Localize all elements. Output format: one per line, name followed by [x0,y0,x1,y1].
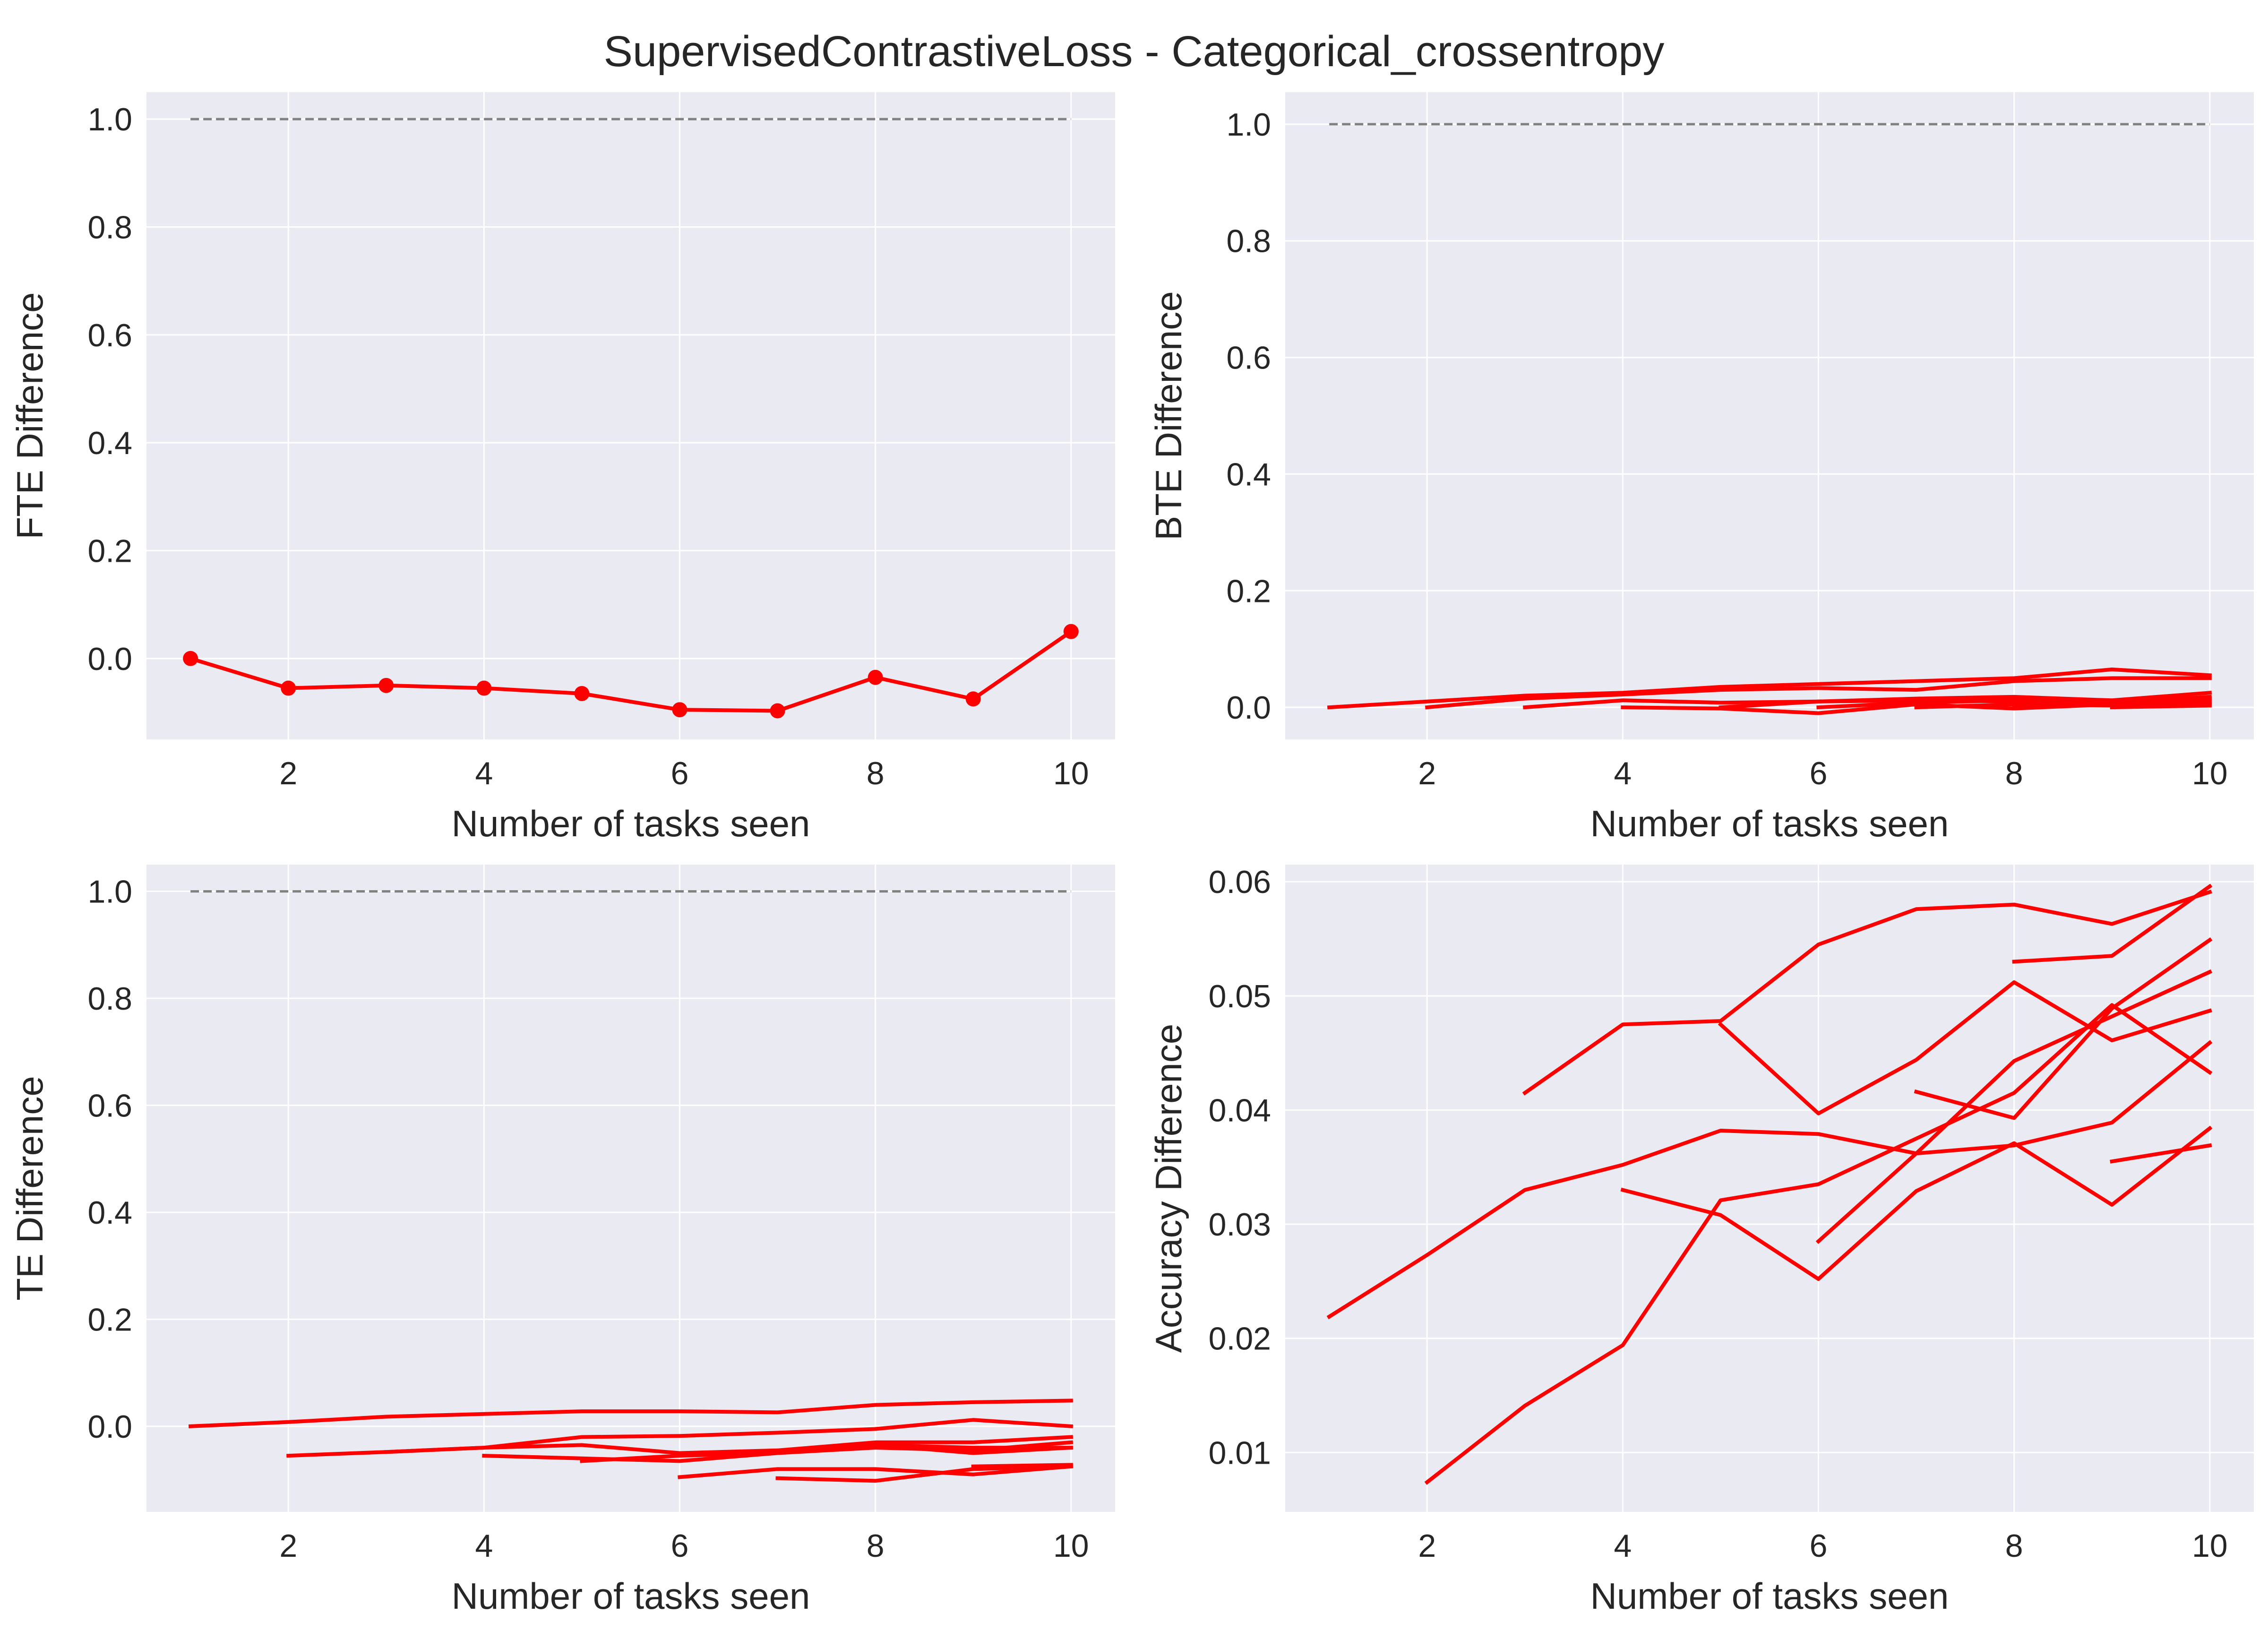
x-tick-label: 4 [1614,755,1632,791]
series-line-1 [1327,667,2212,710]
data-point [868,669,883,685]
data-point [1063,624,1079,639]
x-tick-label: 4 [475,1528,493,1564]
data-point [183,651,198,666]
series-line-4 [1620,1125,2213,1281]
x-tick-label: 4 [1614,1528,1632,1564]
subplot-bte-difference: 2 4 6 8 10 0.0 0.2 0.4 0.6 0.8 1.0 Number of tasks … [1148,92,2254,844]
y-tick-label: 0.4 [87,1195,132,1231]
y-tick-label: 0.6 [87,317,132,353]
x-tick-label: 2 [279,1528,297,1564]
y-axis-label: TE Difference [9,1076,51,1300]
y-tick-label: 0.6 [87,1088,132,1124]
series-line-1 [188,629,1074,713]
series-line-7 [1914,937,2213,1120]
y-tick-label: 0.0 [87,1409,132,1445]
series-line-9 [2110,1143,2212,1164]
x-tick-label: 10 [2192,1528,2228,1564]
series-line-1 [189,1398,1073,1428]
plot-area [1285,865,2254,1512]
data-point [281,680,296,696]
x-tick-label: 8 [867,755,885,791]
plot-area [146,865,1115,1512]
y-tick-label: 0.2 [1226,573,1271,609]
plot-area [146,92,1115,739]
data-point [672,702,687,718]
subplot-fte-difference: 2 4 6 8 10 0.0 0.2 0.4 0.6 0.8 1.0 Number of tasks … [9,92,1115,844]
y-tick-label: 0.01 [1209,1435,1271,1471]
y-tick-label: 0.06 [1209,864,1271,900]
series-line-9 [971,1463,1073,1468]
y-tick-label: 0.04 [1209,1092,1271,1128]
data-point [378,678,394,693]
y-axis-label: BTE Difference [1148,291,1189,540]
series-line-8 [2012,884,2213,964]
x-axis-label: Number of tasks seen [452,1575,810,1617]
x-tick-label: 2 [1418,755,1436,791]
series-line-5 [580,1443,1073,1463]
y-tick-label: 0.0 [1226,690,1271,726]
x-tick-label: 4 [475,755,493,791]
x-tick-label: 8 [867,1528,885,1564]
x-tick-label: 6 [1810,755,1828,791]
x-tick-label: 10 [2192,755,2228,791]
data-point [770,703,785,719]
y-tick-label: 1.0 [1226,107,1271,143]
y-axis-label: Accuracy Difference [1148,1024,1189,1353]
figure-title: SupervisedContrastiveLoss - Categorical_… [604,27,1665,76]
series-line-3 [384,1435,1074,1455]
x-axis-label: Number of tasks seen [1590,803,1949,844]
data-point [965,691,981,707]
x-tick-label: 10 [1053,1528,1089,1564]
x-axis-label: Number of tasks seen [452,803,810,844]
subplot-te-difference: 2 4 6 8 10 0.0 0.2 0.4 0.6 0.8 1.0 Number of tasks … [9,865,1115,1617]
y-tick-label: 0.8 [87,981,132,1017]
series-line-9 [2110,703,2212,710]
series-line-8 [873,1443,1074,1455]
x-tick-label: 6 [671,755,689,791]
y-tick-label: 1.0 [87,102,132,137]
series-line-5 [1718,980,2212,1115]
y-tick-label: 1.0 [87,874,132,910]
y-tick-label: 0.02 [1209,1321,1271,1357]
series-line-2 [1424,1003,2213,1485]
data-point [476,680,492,696]
y-tick-label: 0.8 [87,209,132,245]
y-tick-label: 0.4 [1226,456,1271,492]
series-line-7 [775,1464,1073,1483]
y-tick-label: 0.6 [1226,340,1271,376]
series-line-6 [1815,969,2213,1244]
x-tick-label: 10 [1053,755,1089,791]
data-point [574,686,590,701]
series-line-3 [1522,889,2212,1096]
series-line-8 [2012,699,2212,710]
x-tick-label: 2 [279,755,297,791]
y-axis-label: FTE Difference [9,292,51,539]
y-tick-label: 0.03 [1209,1207,1271,1243]
series-line-2 [1425,676,2212,710]
y-tick-label: 0.0 [87,641,132,677]
x-tick-label: 8 [2005,1528,2023,1564]
series-line-6 [678,1464,1074,1479]
x-tick-label: 8 [2005,755,2023,791]
subplot-accuracy-difference: 2 4 6 8 10 0.01 0.02 0.03 0.04 0.05 0.06 Number of … [1148,864,2254,1617]
x-axis-label: Number of tasks seen [1590,1575,1949,1617]
x-tick-label: 2 [1418,1528,1436,1564]
y-tick-label: 0.2 [87,1302,132,1338]
y-tick-label: 0.8 [1226,223,1271,259]
y-tick-label: 0.4 [87,425,132,461]
plot-area [1285,92,2254,739]
y-tick-label: 0.05 [1209,978,1271,1014]
y-tick-label: 0.2 [87,533,132,569]
series-line-1 [1326,1040,2213,1320]
x-tick-label: 6 [671,1528,689,1564]
x-tick-label: 6 [1810,1528,1828,1564]
